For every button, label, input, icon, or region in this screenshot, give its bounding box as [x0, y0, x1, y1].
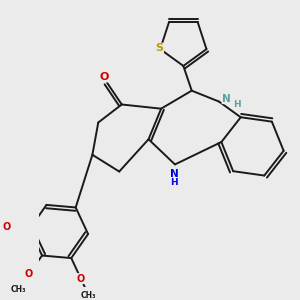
Text: CH₃: CH₃	[81, 291, 96, 300]
Text: H: H	[233, 100, 241, 109]
Text: O: O	[77, 274, 85, 284]
Text: S: S	[155, 43, 164, 53]
Text: H: H	[170, 178, 178, 188]
Text: CH₃: CH₃	[11, 285, 26, 294]
Text: O: O	[25, 269, 33, 279]
Text: N: N	[170, 169, 178, 178]
Text: O: O	[3, 222, 11, 232]
Text: O: O	[99, 72, 108, 82]
Text: N: N	[222, 94, 231, 103]
